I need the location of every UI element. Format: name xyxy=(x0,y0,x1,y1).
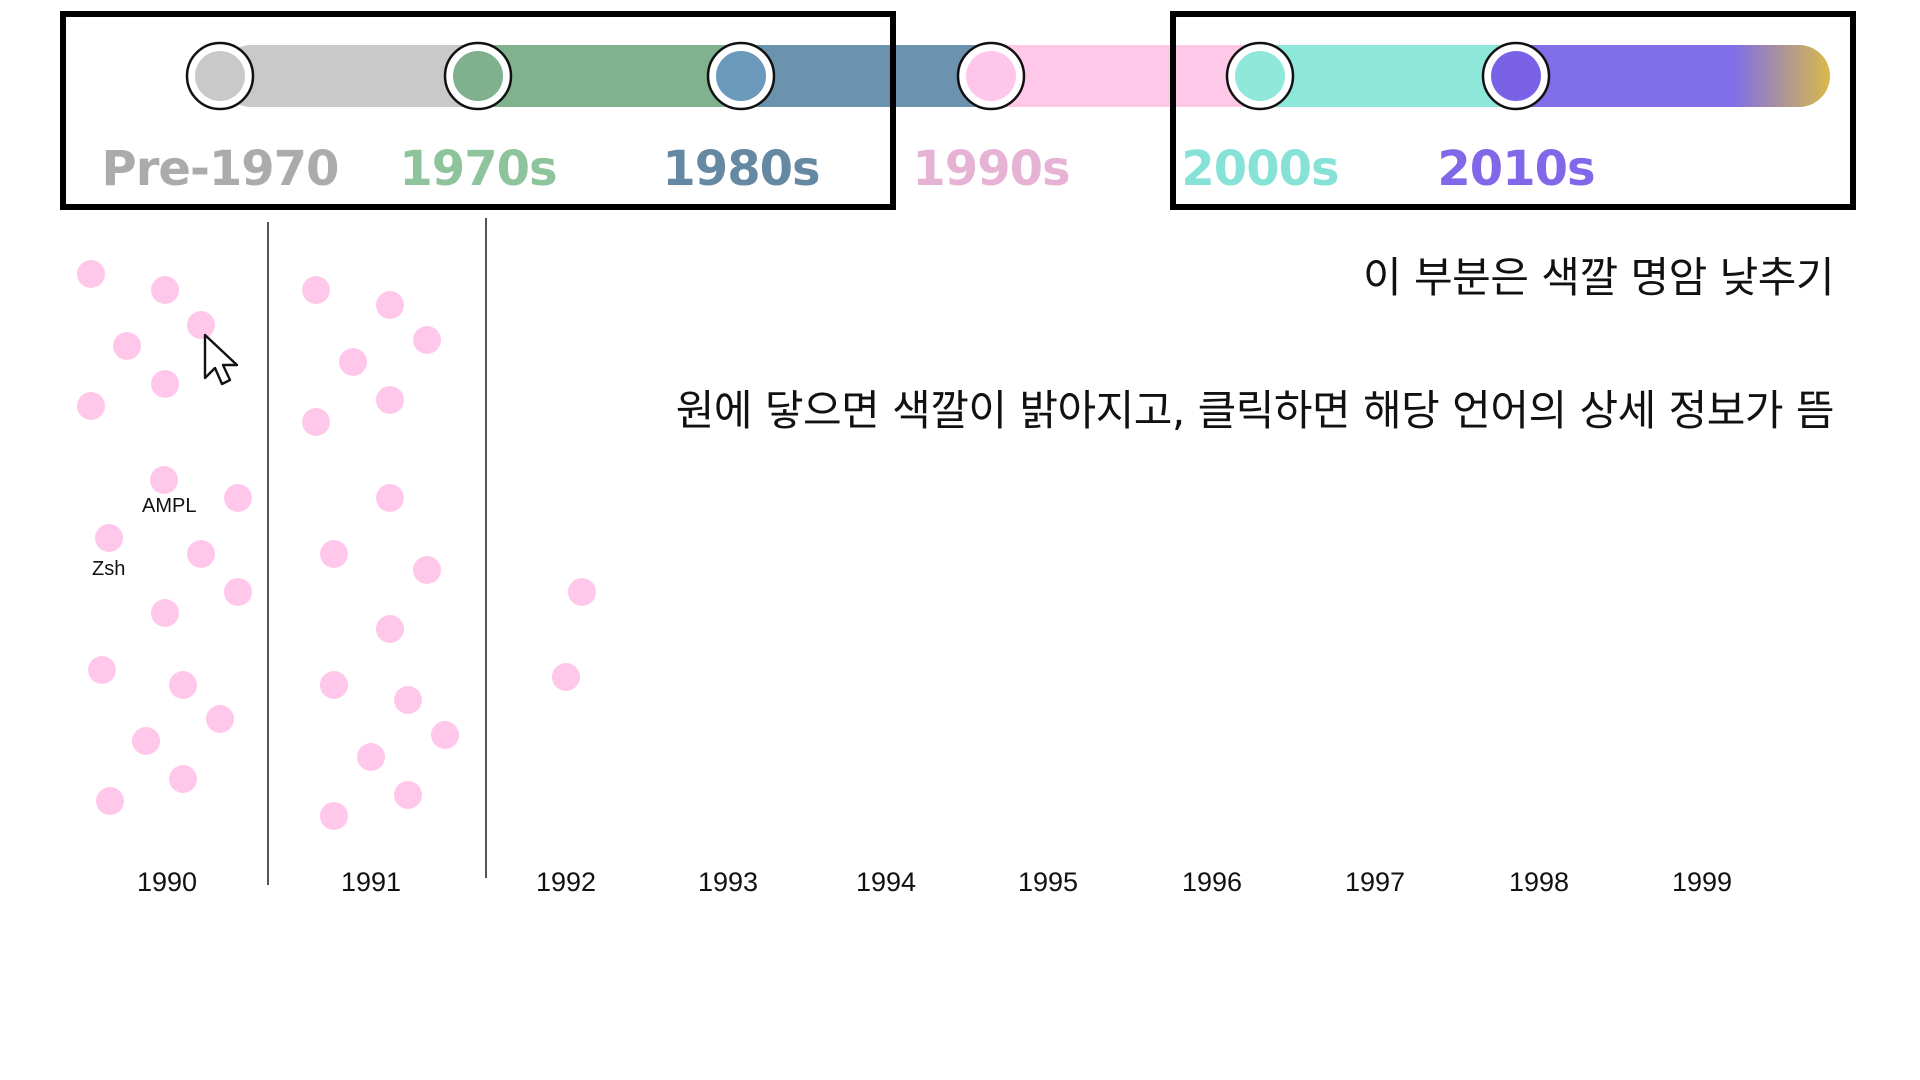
language-dot[interactable] xyxy=(187,540,215,568)
language-dot[interactable] xyxy=(96,787,124,815)
language-dot[interactable] xyxy=(394,686,422,714)
language-dot[interactable] xyxy=(339,348,367,376)
era-knob-fill xyxy=(966,51,1016,101)
annotation-hover-note: 원에 닿으면 색깔이 밝아지고, 클릭하면 해당 언어의 상세 정보가 뜸 xyxy=(675,386,1835,435)
language-dot[interactable] xyxy=(169,765,197,793)
year-label-1996: 1996 xyxy=(1182,867,1242,897)
year-label-1991: 1991 xyxy=(341,867,401,897)
language-dot[interactable] xyxy=(151,599,179,627)
language-dot[interactable] xyxy=(88,656,116,684)
era-knob-2010s[interactable] xyxy=(1481,41,1551,111)
year-label-1998: 1998 xyxy=(1509,867,1569,897)
language-dot[interactable] xyxy=(320,802,348,830)
era-label-2000s[interactable]: 2000s xyxy=(1181,141,1339,197)
language-label-zsh: Zsh xyxy=(92,558,125,580)
era-label-1990s[interactable]: 1990s xyxy=(912,141,1070,197)
year-label-1990: 1990 xyxy=(137,867,197,897)
era-knob-1970s[interactable] xyxy=(443,41,513,111)
year-label-1995: 1995 xyxy=(1018,867,1078,897)
era-label-2010s[interactable]: 2010s xyxy=(1437,141,1595,197)
era-knob-1990s[interactable] xyxy=(956,41,1026,111)
language-dot[interactable] xyxy=(187,311,215,339)
language-dot[interactable] xyxy=(376,615,404,643)
language-dots xyxy=(77,260,596,830)
year-label-1997: 1997 xyxy=(1345,867,1405,897)
language-dot[interactable] xyxy=(376,291,404,319)
language-dot[interactable] xyxy=(394,781,422,809)
language-dot[interactable] xyxy=(431,721,459,749)
language-dot[interactable] xyxy=(413,326,441,354)
era-knobs xyxy=(185,41,1551,111)
language-dot[interactable] xyxy=(320,540,348,568)
language-dot[interactable] xyxy=(169,671,197,699)
year-label-1999: 1999 xyxy=(1672,867,1732,897)
language-dot[interactable] xyxy=(568,578,596,606)
language-dot[interactable] xyxy=(95,524,123,552)
language-dot[interactable] xyxy=(320,671,348,699)
language-dot[interactable] xyxy=(376,386,404,414)
era-knob-1980s[interactable] xyxy=(706,41,776,111)
language-dot[interactable] xyxy=(302,408,330,436)
language-dot[interactable] xyxy=(376,484,404,512)
language-dot[interactable] xyxy=(77,260,105,288)
era-label-1980s[interactable]: 1980s xyxy=(662,141,820,197)
language-dot[interactable] xyxy=(206,705,234,733)
era-label-1970s[interactable]: 1970s xyxy=(399,141,557,197)
language-dot[interactable] xyxy=(357,743,385,771)
language-dot[interactable] xyxy=(132,727,160,755)
annotation-dim-note: 이 부분은 색깔 명암 낮추기 xyxy=(1363,253,1834,302)
language-dot[interactable] xyxy=(413,556,441,584)
language-dot[interactable] xyxy=(151,370,179,398)
arrow-cursor-icon xyxy=(203,333,239,386)
era-knob-fill xyxy=(453,51,503,101)
era-knob-fill xyxy=(195,51,245,101)
era-knob-fill xyxy=(1235,51,1285,101)
era-frame-left xyxy=(60,11,896,210)
era-knob-pre-1970[interactable] xyxy=(185,41,255,111)
era-knob-2000s[interactable] xyxy=(1225,41,1295,111)
era-knob-fill xyxy=(716,51,766,101)
language-dot[interactable] xyxy=(151,276,179,304)
era-label-pre-1970[interactable]: Pre-1970 xyxy=(102,141,340,197)
year-label-1994: 1994 xyxy=(856,867,916,897)
era-knob-fill xyxy=(1491,51,1541,101)
era-labels: Pre-1970 1970s 1980s 1990s 2000s 2010s xyxy=(102,141,1596,197)
era-frame-right xyxy=(1170,11,1856,210)
language-dot[interactable] xyxy=(224,484,252,512)
language-dot[interactable] xyxy=(77,392,105,420)
year-label-1992: 1992 xyxy=(536,867,596,897)
language-dot[interactable] xyxy=(224,578,252,606)
language-dot[interactable] xyxy=(150,466,178,494)
language-dot[interactable] xyxy=(113,332,141,360)
language-dot[interactable] xyxy=(302,276,330,304)
year-axis: 1990 1991 1992 1993 1994 1995 1996 1997 1998 1999 xyxy=(137,867,1732,897)
language-dot[interactable] xyxy=(552,663,580,691)
year-label-1993: 1993 xyxy=(698,867,758,897)
language-label-ampl: AMPL xyxy=(142,495,196,517)
